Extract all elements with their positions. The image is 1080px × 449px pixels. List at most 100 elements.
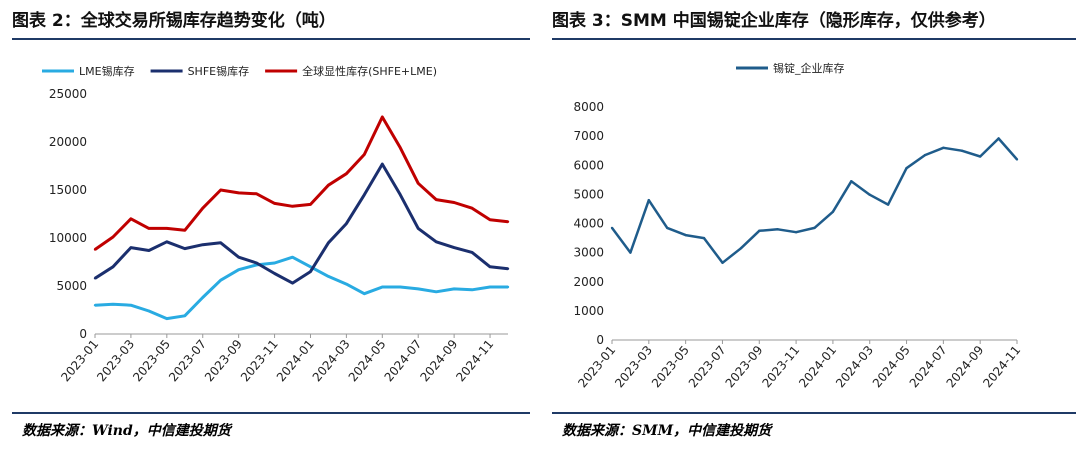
- data-point: [381, 115, 384, 119]
- x-tick-label: 2023-11: [759, 343, 802, 390]
- data-point: [237, 256, 240, 259]
- data-point: [345, 172, 348, 175]
- data-point: [435, 290, 438, 293]
- left-top-rule: [12, 38, 530, 40]
- data-point: [997, 137, 1000, 140]
- y-tick-label: 10000: [49, 231, 87, 245]
- data-point: [201, 296, 204, 299]
- data-point: [165, 240, 168, 243]
- data-point: [165, 317, 168, 320]
- data-point: [183, 314, 186, 317]
- data-point: [327, 241, 330, 244]
- x-tick-label: 2024-09: [417, 337, 460, 384]
- data-point: [942, 146, 945, 149]
- y-tick-label: 2000: [573, 275, 604, 289]
- x-tick-label: 2023-09: [202, 337, 245, 384]
- data-point: [291, 281, 294, 285]
- data-point: [363, 292, 366, 295]
- data-point: [417, 182, 420, 185]
- data-point: [417, 227, 420, 230]
- data-point: [470, 207, 474, 210]
- data-point: [488, 265, 492, 268]
- y-tick-label: 4000: [573, 217, 604, 231]
- y-tick-label: 7000: [573, 129, 604, 143]
- data-point: [470, 251, 474, 254]
- data-point: [345, 222, 348, 225]
- data-point: [417, 287, 420, 291]
- data-point: [702, 236, 706, 240]
- series-line-1: [94, 162, 509, 285]
- right-figure-title: 图表 3：SMM 中国锡锭企业库存（隐形库存，仅供参考）: [552, 11, 996, 31]
- data-point: [831, 210, 835, 213]
- data-point: [506, 220, 510, 223]
- data-point: [1015, 158, 1019, 161]
- x-tick-label: 2023-07: [166, 337, 209, 384]
- data-point: [219, 188, 222, 192]
- data-point: [93, 277, 97, 280]
- data-point: [165, 227, 168, 230]
- data-point: [739, 247, 743, 250]
- data-point: [794, 231, 798, 234]
- x-tick-label: 2023-01: [575, 343, 618, 390]
- data-point: [452, 201, 456, 204]
- x-tick-label: 2024-03: [310, 337, 353, 384]
- data-point: [399, 193, 402, 196]
- data-point: [237, 191, 240, 195]
- x-tick-label: 2023-09: [723, 343, 766, 390]
- data-point: [237, 268, 240, 271]
- legend-label-0: LME锡库存: [79, 64, 135, 78]
- right-top-rule: [552, 38, 1076, 40]
- data-point: [309, 270, 312, 273]
- y-tick-label: 5000: [56, 279, 87, 293]
- data-point: [201, 243, 204, 246]
- data-point: [666, 226, 669, 230]
- data-point: [381, 285, 384, 289]
- x-tick-label: 2024-11: [980, 343, 1023, 390]
- y-tick-label: 0: [79, 327, 87, 341]
- data-point: [111, 265, 115, 268]
- data-point: [273, 272, 276, 275]
- data-point: [506, 267, 510, 270]
- right-chart: 0 1000 2000 3000 4000 5000 6000 7000 8000 2023-01…: [573, 61, 1023, 390]
- data-point: [327, 184, 330, 187]
- data-point: [273, 202, 276, 205]
- data-point: [147, 249, 151, 252]
- y-tick-label: 8000: [573, 100, 604, 114]
- x-tick-label: 2023-03: [94, 337, 137, 384]
- x-tick-label: 2024-09: [944, 343, 987, 390]
- data-point: [470, 288, 474, 291]
- x-tick-label: 2023-07: [686, 343, 729, 390]
- y-tick-label: 25000: [49, 87, 87, 101]
- data-point: [201, 207, 204, 210]
- data-point: [488, 218, 492, 221]
- data-point: [506, 285, 510, 289]
- data-point: [363, 193, 366, 196]
- data-point: [435, 240, 438, 243]
- data-point: [345, 282, 348, 286]
- x-tick-label: 2023-05: [130, 337, 173, 384]
- data-point: [147, 309, 151, 313]
- data-point: [452, 246, 456, 249]
- y-tick-label: 20000: [49, 135, 87, 149]
- left-figure-title: 图表 2：全球交易所锡库存趋势变化（吨）: [12, 11, 336, 31]
- left-bottom-rule: [12, 412, 530, 414]
- left-panel: 图表 2：全球交易所锡库存趋势变化（吨） 0 5000 10000 15000 2000…: [0, 0, 530, 449]
- data-point: [399, 146, 402, 149]
- data-point: [721, 261, 724, 264]
- legend-label-2: 全球显性库存(SHFE+LME): [302, 64, 437, 78]
- x-tick-label: 2024-01: [796, 343, 839, 390]
- data-point: [111, 303, 115, 306]
- data-point: [923, 153, 927, 157]
- data-point: [435, 198, 438, 201]
- data-point: [255, 261, 258, 265]
- data-point: [850, 180, 853, 183]
- right-source-note: 数据来源：SMM，中信建投期货: [562, 423, 772, 439]
- x-tick-label: 2023-03: [612, 343, 655, 390]
- data-point: [255, 192, 258, 195]
- data-point: [629, 251, 632, 254]
- data-point: [813, 226, 816, 230]
- legend-label-1: SHFE锡库存: [188, 64, 250, 78]
- data-point: [381, 162, 384, 166]
- legend-label-0: 锡锭_企业库存: [773, 61, 845, 75]
- left-source-note: 数据来源：Wind，中信建投期货: [22, 423, 231, 439]
